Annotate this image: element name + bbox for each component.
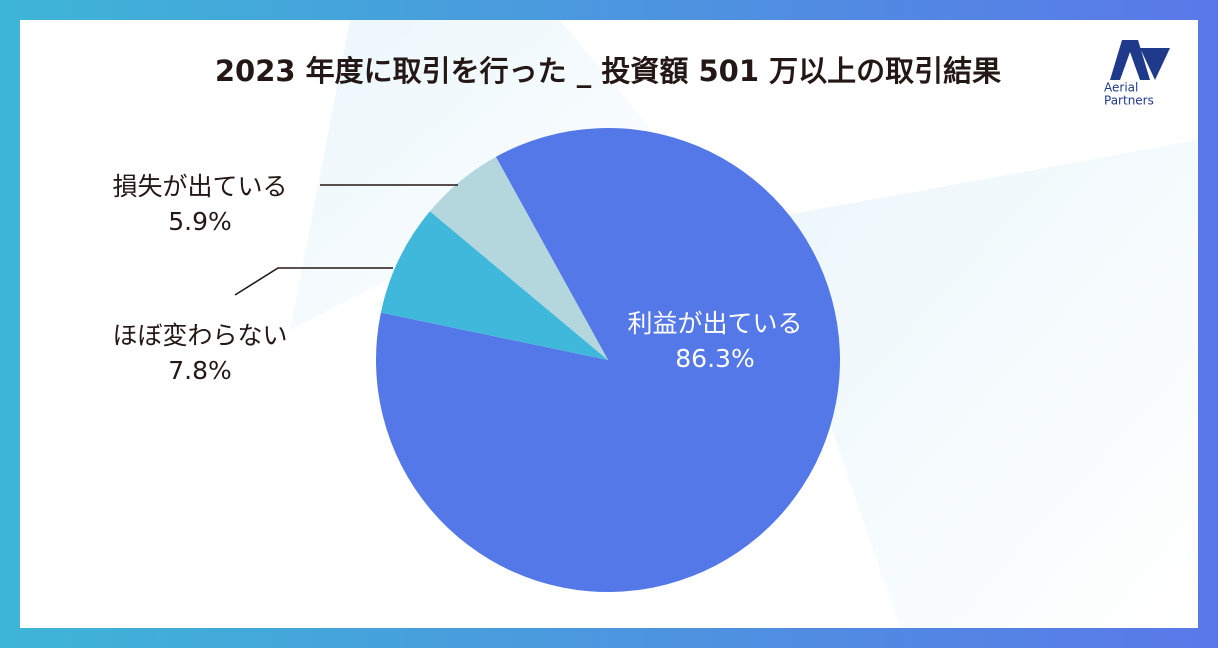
chart-title: 2023 年度に取引を行った _ 投資額 501 万以上の取引結果	[215, 54, 1001, 88]
logo-text: Partners	[1104, 94, 1154, 108]
leader-line	[234, 267, 393, 296]
logo: Aerial Partners	[1104, 40, 1170, 108]
pie-slice	[380, 211, 608, 360]
value-label: 86.3%	[675, 344, 754, 373]
pie-slice	[376, 128, 840, 593]
logo-text: Aerial	[1104, 81, 1138, 95]
slice-label: 利益が出ている	[627, 309, 802, 338]
light-beam	[760, 140, 1198, 628]
logo-mark	[1110, 40, 1150, 80]
value-label: 7.8%	[168, 356, 232, 385]
slice-label: ほぼ変わらない	[112, 321, 287, 350]
slice-label: 損失が出ている	[112, 172, 287, 201]
value-label: 5.9%	[168, 207, 232, 236]
logo-mark	[1140, 48, 1170, 80]
pie	[376, 128, 840, 593]
pie-slice	[429, 156, 608, 360]
